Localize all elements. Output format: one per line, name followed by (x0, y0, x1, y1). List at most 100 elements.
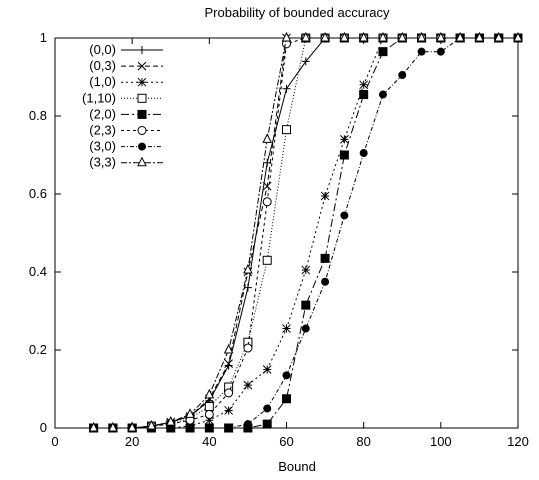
data-point (165, 416, 176, 426)
y-tick-label: 0.6 (29, 186, 47, 201)
y-tick-label: 0.4 (29, 264, 47, 279)
data-point (108, 421, 118, 432)
series-1 (89, 34, 522, 432)
data-point (262, 197, 272, 207)
data-point (224, 406, 233, 415)
data-point (301, 57, 310, 66)
data-point (88, 421, 99, 432)
series-8 (88, 31, 523, 432)
data-point (262, 133, 273, 143)
plot-frame (54, 37, 519, 429)
series-line (93, 37, 518, 429)
data-point (282, 84, 291, 93)
data-point (359, 149, 368, 158)
series-2 (89, 33, 523, 433)
data-point (146, 419, 157, 430)
data-point (436, 31, 446, 42)
x-tick-label: 120 (507, 434, 529, 449)
data-point (224, 388, 234, 398)
data-point (320, 191, 330, 201)
legend-marker (137, 156, 147, 167)
series-line (93, 37, 518, 429)
data-point (359, 90, 369, 100)
series-line (93, 37, 518, 429)
data-point (186, 424, 195, 432)
legend-label: (0,3) (89, 58, 116, 73)
x-axis: 0 20 40 60 80 100 120 (51, 38, 529, 449)
legend-label: (0,0) (89, 42, 116, 57)
data-point (243, 420, 252, 429)
data-point (339, 31, 350, 42)
data-point (301, 265, 311, 275)
data-point (282, 371, 291, 380)
y-tick-label: 1 (40, 30, 47, 45)
series-line (93, 37, 518, 429)
data-point (281, 31, 292, 42)
data-point (513, 31, 523, 42)
data-point (320, 31, 330, 42)
legend-marker (137, 126, 147, 135)
legend-item: (2,0) (89, 106, 163, 121)
legend-label: (3,0) (89, 139, 116, 154)
legend-label: (1,10) (82, 90, 116, 105)
legend: (0,0)(0,3)(1,0)(1,10)(2,0) (2,3)(3,0)(3,3… (82, 42, 163, 170)
data-point (243, 343, 253, 353)
series-layer (88, 31, 523, 433)
legend-marker (138, 46, 146, 54)
data-point (262, 419, 272, 429)
data-point (282, 324, 291, 333)
x-tick-label: 20 (125, 434, 139, 449)
y-tick-label: 0.2 (29, 342, 47, 357)
legend-item: (1,10) (82, 90, 163, 105)
legend-item: (0,3) (89, 58, 163, 73)
data-point (262, 365, 272, 374)
data-point (321, 277, 330, 286)
x-tick-label: 0 (51, 434, 58, 449)
data-point (223, 343, 234, 354)
data-point (204, 409, 214, 419)
series-4 (89, 33, 523, 433)
series-line (93, 37, 518, 429)
series-line (93, 37, 518, 429)
y-tick-label: 0 (40, 420, 47, 435)
x-tick-label: 40 (202, 434, 216, 449)
legend-item: (2,3) (89, 123, 163, 138)
data-point (436, 47, 445, 56)
data-point (474, 31, 485, 42)
data-point (224, 424, 233, 432)
data-point (204, 402, 214, 412)
series-line (93, 37, 518, 429)
data-point (243, 380, 253, 390)
data-point (185, 408, 195, 418)
series-5 (89, 33, 523, 433)
y-tick-label: 0.8 (29, 108, 47, 123)
data-point (416, 31, 427, 42)
data-point (262, 255, 272, 265)
legend-item: (3,0) (89, 139, 163, 154)
legend-marker (137, 77, 147, 87)
legend-item: (3,3) (89, 155, 163, 170)
series-7 (89, 34, 522, 432)
data-point (204, 415, 214, 425)
data-point (282, 394, 291, 404)
data-point (455, 31, 465, 42)
data-point (204, 388, 215, 399)
x-axis-label: Bound (278, 459, 316, 474)
data-point (282, 125, 291, 135)
data-point (397, 31, 408, 42)
data-point (224, 359, 233, 369)
legend-marker (137, 93, 147, 103)
data-point (300, 31, 311, 42)
data-point (339, 150, 349, 160)
legend-marker (137, 109, 147, 119)
data-point (263, 404, 272, 413)
data-point (398, 71, 407, 80)
y-axis: 0 0.2 0.4 0.6 0.8 1 (29, 30, 518, 435)
data-point (127, 421, 137, 432)
data-point (378, 47, 388, 57)
data-point (359, 80, 369, 90)
legend-label: (1,0) (89, 74, 116, 89)
data-point (301, 324, 310, 333)
data-point (243, 263, 253, 274)
